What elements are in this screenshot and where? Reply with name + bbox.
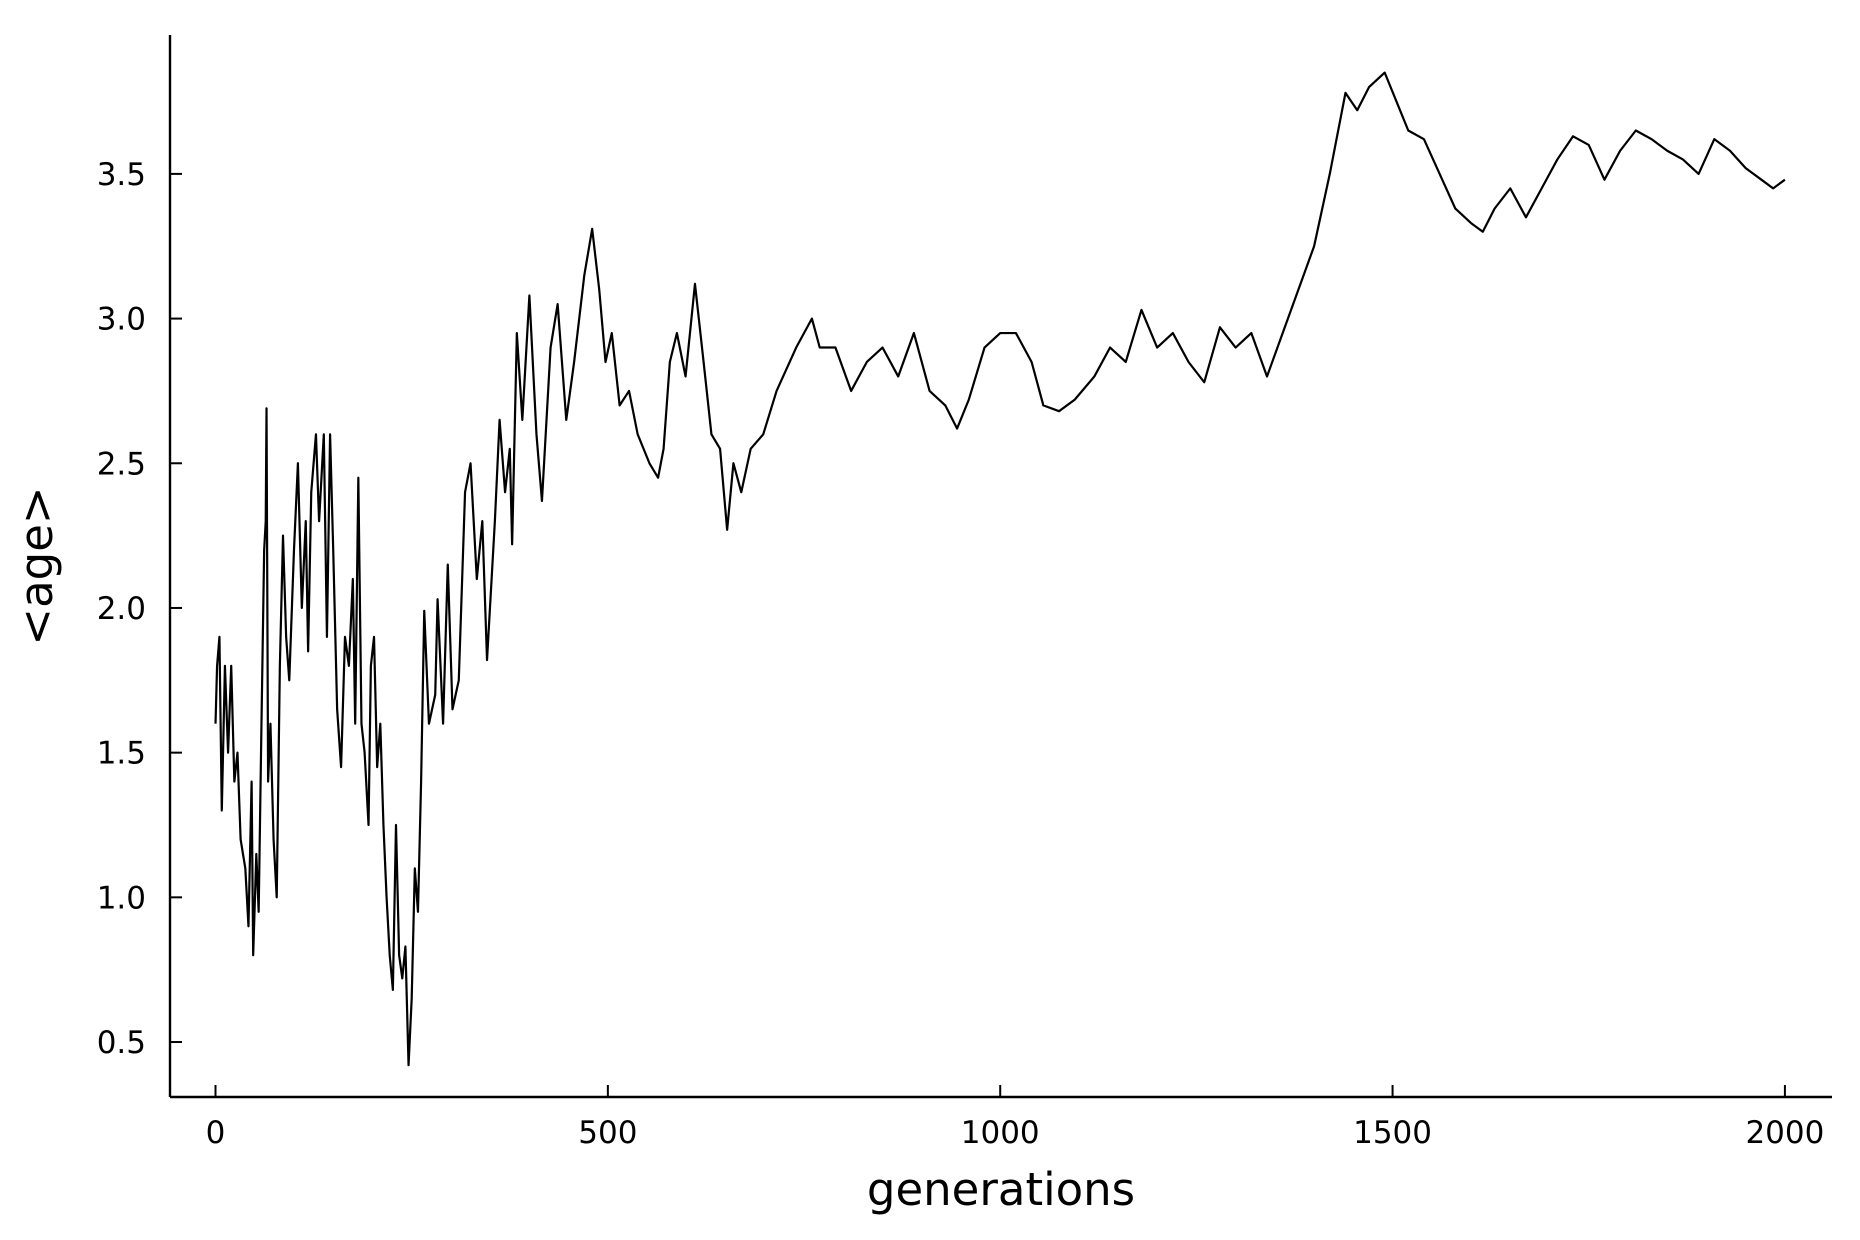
x-tick-label: 1500 xyxy=(1353,1115,1432,1151)
x-tick-label: 500 xyxy=(578,1115,637,1151)
y-tick-label: 3.5 xyxy=(97,157,146,193)
y-tick-label: 2.5 xyxy=(97,446,146,482)
x-axis-label: generations xyxy=(867,1163,1135,1216)
y-tick-label: 1.5 xyxy=(97,736,146,772)
y-tick-label: 1.0 xyxy=(97,880,146,916)
y-tick-label: 2.0 xyxy=(97,591,146,627)
data-line xyxy=(214,71,1786,1067)
x-tick-label: 2000 xyxy=(1745,1115,1824,1151)
x-tick-label: 0 xyxy=(206,1115,226,1151)
y-tick-label: 3.0 xyxy=(97,302,146,338)
x-tick-label: 1000 xyxy=(961,1115,1040,1151)
y-axis-label: <age> xyxy=(10,486,63,645)
y-tick-label: 0.5 xyxy=(97,1025,146,1061)
